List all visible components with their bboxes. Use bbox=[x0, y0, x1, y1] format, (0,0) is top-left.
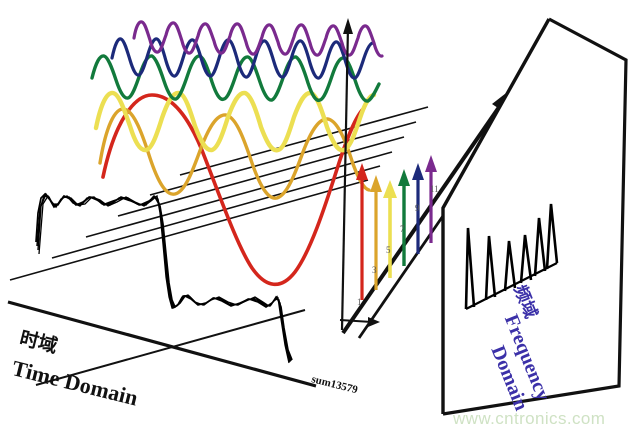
harmonic-tick-7: 7 bbox=[400, 224, 405, 234]
time-domain-baseline bbox=[7, 300, 317, 388]
grid-line-3 bbox=[85, 151, 393, 238]
harmonic-tick-labels: 1 3 5 7 9 11 bbox=[357, 184, 439, 307]
spectrum-baseline bbox=[465, 262, 558, 310]
amplitude-arrow-5 bbox=[383, 180, 397, 278]
wave-harmonic-1 bbox=[101, 93, 366, 287]
amplitude-arrow-9 bbox=[412, 163, 424, 254]
grid-line-4 bbox=[117, 136, 405, 217]
amplitude-arrow-1 bbox=[356, 163, 368, 300]
spectrum-spike-2 bbox=[484, 235, 497, 301]
wave-harmonic-5 bbox=[93, 90, 377, 153]
frequency-spectrum-spikes bbox=[464, 203, 559, 310]
depth-grid-lines bbox=[9, 106, 429, 281]
spectrum-spike-1 bbox=[464, 227, 476, 310]
time-domain-front-edge bbox=[35, 309, 306, 386]
grid-line-2 bbox=[51, 165, 381, 259]
watermark-text: www.cntronics.com bbox=[452, 409, 605, 428]
harmonic-tick-9: 9 bbox=[415, 203, 420, 213]
spectrum-spike-4 bbox=[519, 234, 533, 284]
grid-line-6 bbox=[179, 106, 429, 176]
square-wave-timedomain bbox=[35, 192, 293, 364]
amplitude-axis bbox=[340, 18, 353, 331]
harmonic-tick-3: 3 bbox=[372, 265, 377, 275]
grid-line-1 bbox=[9, 179, 369, 281]
grid-line-5 bbox=[149, 121, 417, 196]
harmonic-tick-1: 1 bbox=[357, 297, 362, 307]
spectrum-spike-6 bbox=[545, 203, 559, 270]
spectrum-spike-5 bbox=[533, 217, 547, 277]
harmonic-amplitude-arrows bbox=[356, 155, 437, 300]
harmonic-waves bbox=[90, 20, 384, 287]
harmonic-tick-11: 11 bbox=[430, 184, 439, 194]
amplitude-arrow-11 bbox=[425, 155, 437, 243]
amplitude-arrow-3 bbox=[370, 175, 382, 290]
wave-harmonic-9 bbox=[110, 37, 375, 80]
frequency-domain-plane bbox=[441, 17, 628, 416]
spectrum-spike-3 bbox=[503, 240, 517, 292]
wave-harmonic-3 bbox=[98, 107, 371, 200]
amplitude-arrow-7 bbox=[398, 169, 410, 266]
harmonic-tick-5: 5 bbox=[386, 245, 391, 255]
wave-harmonic-11 bbox=[132, 20, 384, 58]
